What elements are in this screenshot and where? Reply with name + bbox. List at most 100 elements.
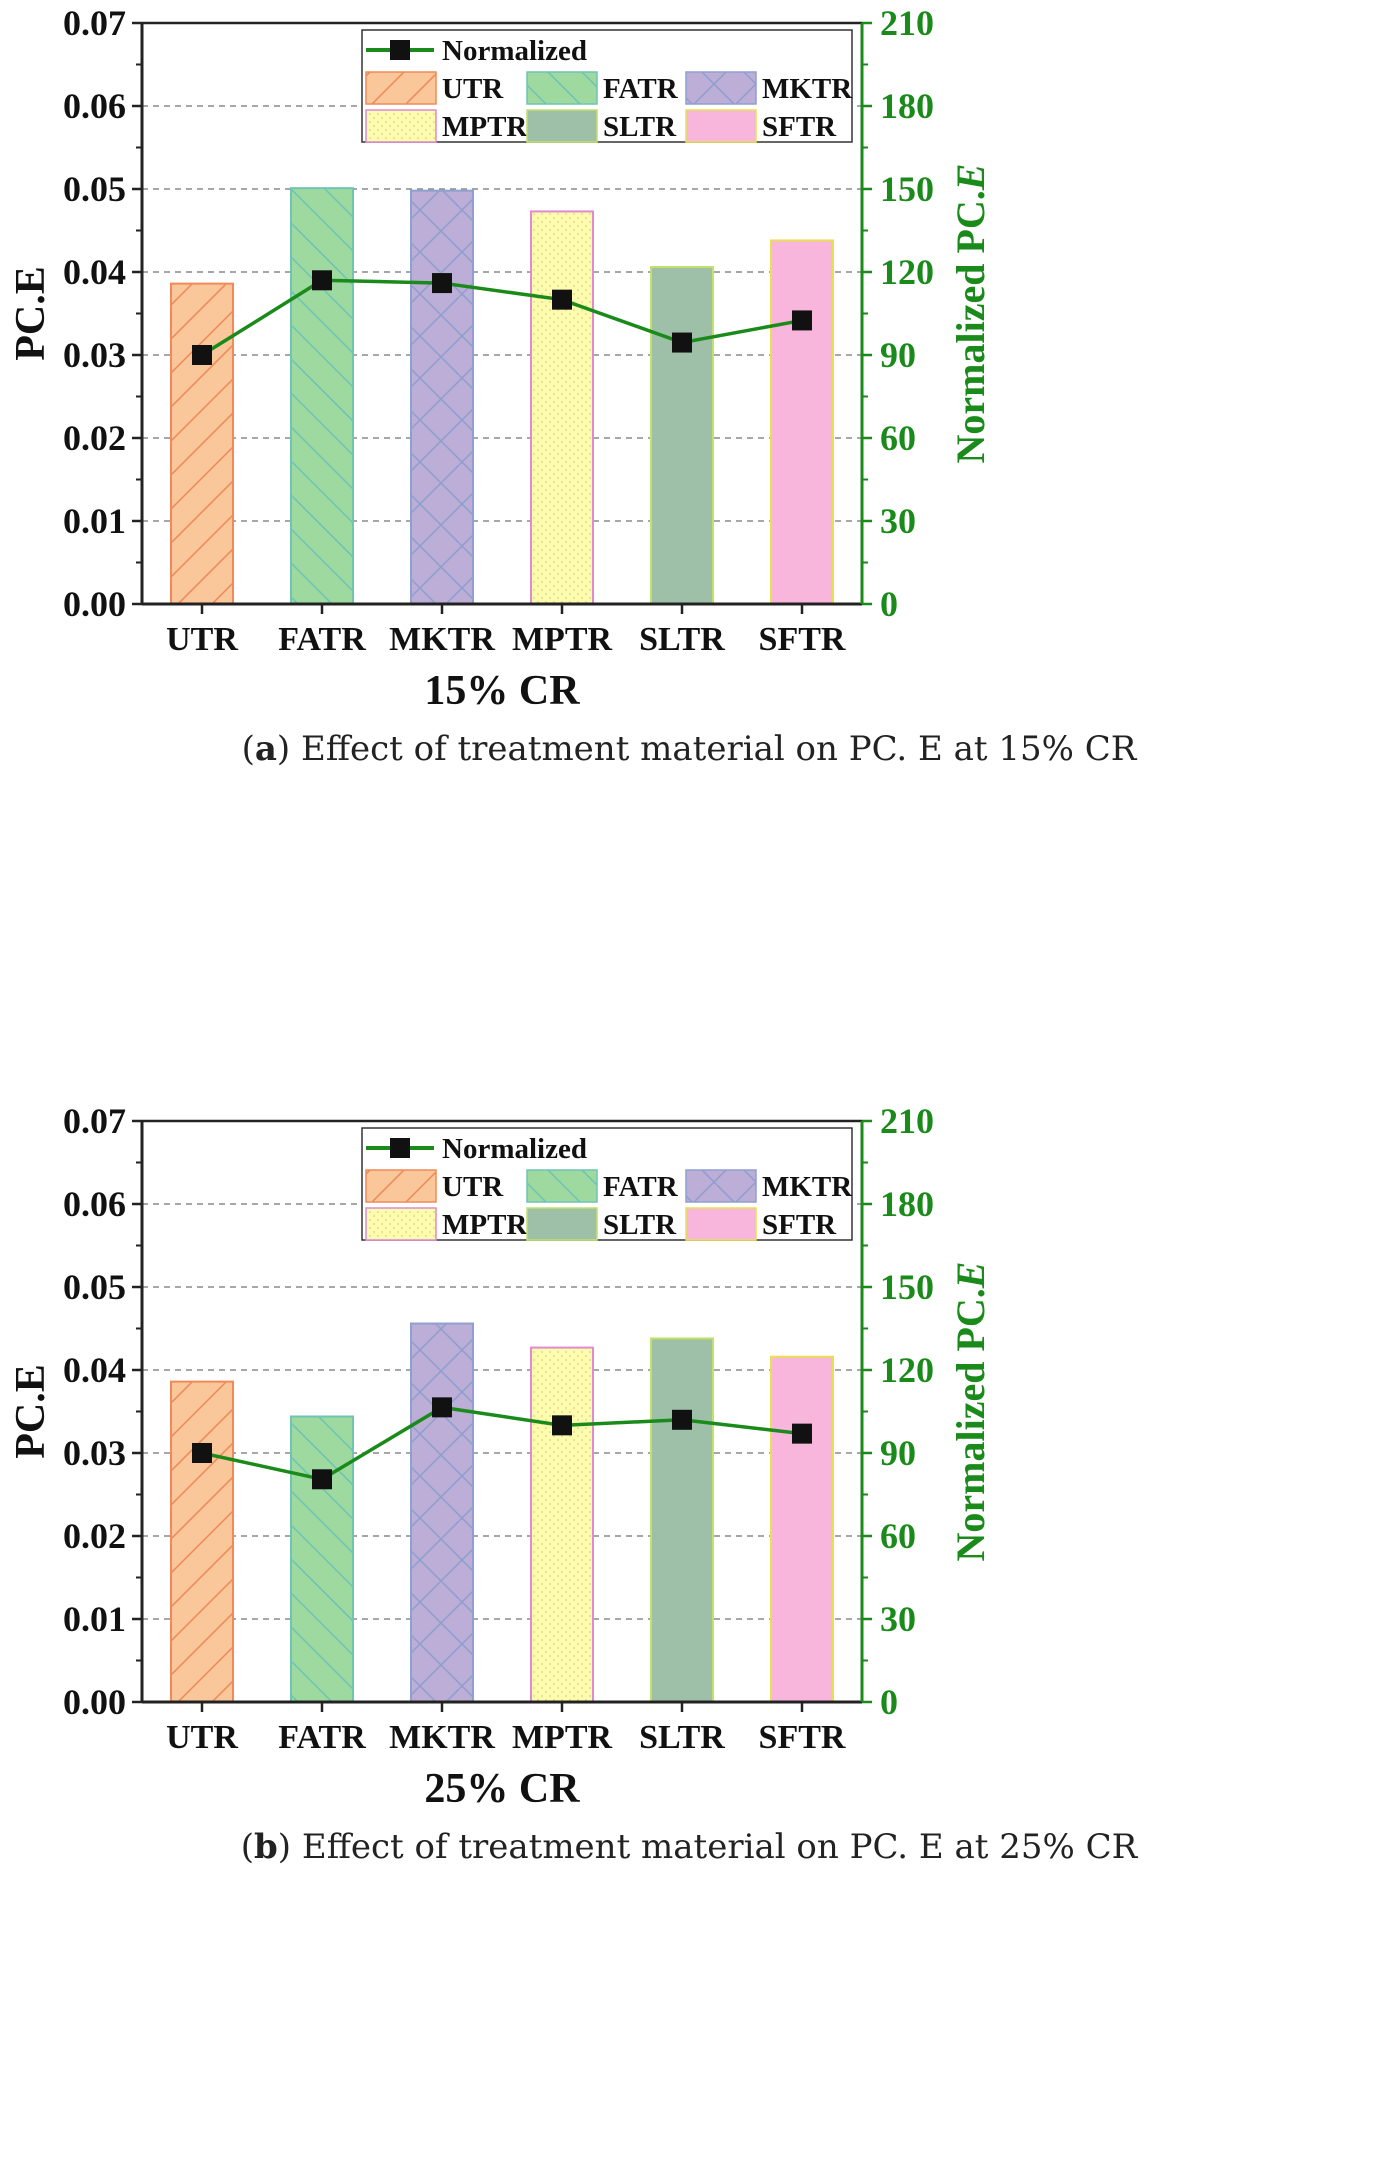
bar-sltr [651,267,713,604]
legend-swatch-sltr [527,110,597,142]
legend-label-normalized: Normalized [442,35,587,67]
legend-swatch-pattern-mptr [366,1208,436,1240]
legend-swatch-outline-sftr [685,109,757,143]
bar-pattern-mptr [531,1347,593,1702]
legend-label-mktr: MKTR [762,73,853,105]
legend-swatch-pattern-mptr [366,110,436,142]
legend-label-utr: UTR [442,73,504,105]
bar-sftr [771,240,833,604]
legend-box [361,1127,853,1241]
right-tick-label: 90 [880,1433,916,1473]
bars [170,1322,834,1704]
left-tick-label: 0.06 [63,86,126,126]
bars [170,187,834,606]
left-tick-label: 0.07 [63,1101,126,1141]
normalized-marker-sltr [672,332,692,353]
legend-swatch-pattern-mktr [686,72,756,104]
x-axis-title: 15% CR [424,668,580,714]
normalized-line [201,1405,803,1482]
right-tick-label: 210 [880,3,934,43]
left-tick-label: 0.05 [63,169,126,209]
caption-paren-close: ) [278,1827,302,1867]
legend: Normalized UTR FATR MKTR MPTR SLTR SFTR [361,29,853,143]
legend-label-mptr: MPTR [442,1209,528,1241]
left-tick-label: 0.03 [63,335,126,375]
bar-pattern-mktr [411,1323,473,1702]
legend-swatch-outline-sltr [526,109,598,143]
caption-text: Effect of treatment material on PC. E at… [302,1827,1139,1867]
normalized-marker-mktr [432,1397,452,1418]
x-tick-label: UTR [166,1719,238,1756]
bar-pattern-utr [171,283,233,604]
left-tick-label: 0.04 [63,252,126,292]
right-axis-title-main: PC. [948,1288,993,1351]
normalized-line [201,278,803,357]
legend-swatch-sltr [527,1208,597,1240]
left-tick-label: 0.06 [63,1184,126,1224]
legend-label-mktr: MKTR [762,1171,853,1203]
bar-pattern-mktr [411,190,473,604]
x-tick-label: SFTR [759,1719,846,1756]
legend-swatch-outline-sftr [685,1207,757,1241]
chart-panel-b: 0.00 0.01 0.02 0.03 0.04 0.05 0.06 0.07 0 30 60 90 1… [8,1101,1139,1867]
caption-letter: a [255,729,277,769]
chart-panel-a: 0.00 0.01 0.02 0.03 0.04 0.05 0.06 0.07 0 30 60 90 1… [8,3,1138,769]
plot-area: 0.00 0.01 0.02 0.03 0.04 0.05 0.06 0.07 0 30 60 90 1… [63,3,934,658]
legend-swatch-outline-mptr [365,109,437,143]
legend-swatch-pattern-utr [366,72,436,104]
normalized-marker-mptr [552,1415,572,1436]
legend-swatch-outline-fatr [526,1169,598,1203]
left-tick-label: 0.05 [63,1267,126,1307]
right-axis-title-prefix: Normalized [948,254,993,464]
right-tick-label: 30 [880,501,916,541]
figure-caption: (b) Effect of treatment material on PC. … [241,1827,1139,1867]
legend-swatch-outline-utr [365,1169,437,1203]
legend-label-normalized: Normalized [442,1133,587,1165]
legend-swatch-outline-mktr [685,71,757,105]
left-tick-label: 0.07 [63,3,126,43]
right-tick-label: 90 [880,335,916,375]
right-axis-title-main: PC. [948,190,993,253]
x-tick-label: MKTR [389,1719,495,1756]
legend-swatch-sftr [686,1208,756,1240]
normalized-marker-mptr [552,289,572,310]
right-tick-label: 60 [880,1516,916,1556]
figure-caption: (a) Effect of treatment material on PC. … [242,729,1138,769]
bar-pattern-fatr [291,188,353,605]
bar-pattern-fatr [291,1416,353,1702]
legend-label-fatr: FATR [603,73,679,105]
bar-sftr [771,1356,833,1702]
plot-area: 0.00 0.01 0.02 0.03 0.04 0.05 0.06 0.07 0 30 60 90 1… [63,1101,934,1756]
legend-label-mptr: MPTR [442,111,528,143]
legend-swatch-pattern-mktr [686,1170,756,1202]
right-tick-label: 210 [880,1101,934,1141]
legend-label-fatr: FATR [603,1171,679,1203]
caption-paren-close: ) [277,729,301,769]
legend-label-sftr: SFTR [762,111,837,143]
normalized-marker-fatr [312,1469,332,1490]
right-axis-title: Normalized PC.E [948,164,993,464]
left-axis-title: PC.E [8,266,54,361]
legend-label-sftr: SFTR [762,1209,837,1241]
normalized-marker-mktr [432,273,452,294]
right-tick-label: 0 [880,1682,898,1722]
legend-line-marker [390,40,410,60]
right-tick-label: 60 [880,418,916,458]
right-axis-title-italic: E [948,164,993,192]
normalized-marker-sftr [792,310,812,331]
bar-pattern-utr [171,1381,233,1702]
x-tick-label: SLTR [639,621,725,658]
right-tick-label: 180 [880,86,934,126]
right-tick-label: 150 [880,169,934,209]
left-tick-label: 0.01 [63,501,126,541]
legend-box [361,29,853,143]
left-tick-label: 0.02 [63,1516,126,1556]
legend-label-utr: UTR [442,1171,504,1203]
legend-swatch-pattern-fatr [527,72,597,104]
right-axis-title-italic: E [948,1262,993,1290]
legend: Normalized UTR FATR MKTR MPTR SLTR SFTR [361,1127,853,1241]
legend-label-sltr: SLTR [603,1209,677,1241]
left-tick-label: 0.01 [63,1599,126,1639]
legend-swatch-pattern-fatr [527,1170,597,1202]
